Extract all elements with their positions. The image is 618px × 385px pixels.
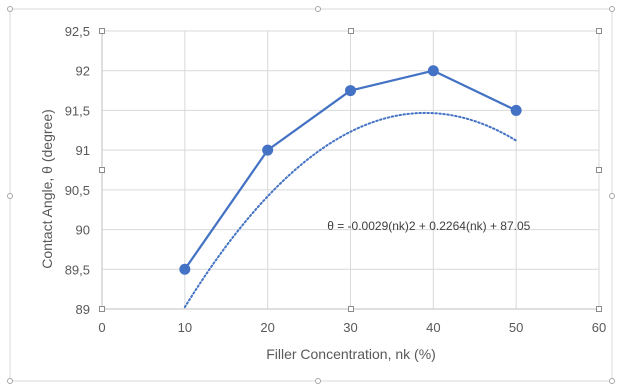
data-point xyxy=(510,104,522,116)
plot-area-handle xyxy=(348,306,354,312)
chart-area-handle xyxy=(609,378,615,384)
x-tick-label: 30 xyxy=(343,320,357,335)
annotations: θ = -0.0029(nk)2 + 0.2264(nk) + 87.05 xyxy=(327,219,530,233)
trendline xyxy=(183,111,518,309)
plot-area-handle xyxy=(348,28,354,34)
data-points xyxy=(179,65,522,275)
x-axis-title: Filler Concentration, nk (%) xyxy=(266,346,436,362)
x-tick-label: 0 xyxy=(98,320,105,335)
x-tick-labels: 0 10 20 30 40 50 60 xyxy=(98,320,606,335)
data-point xyxy=(427,65,439,77)
y-tick-label: 89,5 xyxy=(65,262,90,277)
chart-area-handle xyxy=(315,6,321,12)
y-tick-label: 90 xyxy=(76,223,90,238)
y-tick-label: 91,5 xyxy=(65,103,90,118)
plot-area-handle xyxy=(99,167,105,173)
chart-area-handle xyxy=(315,378,321,384)
plot-area-handle xyxy=(99,28,105,34)
y-tick-label: 91 xyxy=(76,143,90,158)
data-point xyxy=(262,144,274,156)
trendline-path xyxy=(183,111,518,309)
plot-area-handle xyxy=(99,306,105,312)
plot-area-handle xyxy=(596,28,602,34)
x-tick-label: 60 xyxy=(592,320,606,335)
y-tick-labels: 89 89,5 90 90,5 91 91,5 92 92,5 xyxy=(65,24,90,317)
chart-area-handle xyxy=(7,378,13,384)
x-tick-label: 50 xyxy=(509,320,523,335)
axes xyxy=(7,6,615,384)
chart-area-handle xyxy=(609,6,615,12)
plot-area-handle xyxy=(596,167,602,173)
trendline-equation: θ = -0.0029(nk)2 + 0.2264(nk) + 87.05 xyxy=(327,219,530,233)
y-tick-label: 92 xyxy=(76,64,90,79)
plot-area-handle xyxy=(596,306,602,312)
chart-area-handle xyxy=(7,193,13,199)
data-point xyxy=(345,85,356,97)
y-tick-label: 92,5 xyxy=(65,24,90,39)
chart-area-handle xyxy=(7,6,13,12)
data-point xyxy=(179,263,191,275)
y-tick-label: 90,5 xyxy=(65,183,90,198)
y-tick-label: 89 xyxy=(76,302,90,317)
chart-area-handle xyxy=(609,193,615,199)
y-axis-title: Contact Angle, θ (degree) xyxy=(39,109,55,269)
x-tick-label: 20 xyxy=(260,320,274,335)
x-tick-label: 10 xyxy=(178,320,192,335)
x-tick-label: 40 xyxy=(426,320,440,335)
